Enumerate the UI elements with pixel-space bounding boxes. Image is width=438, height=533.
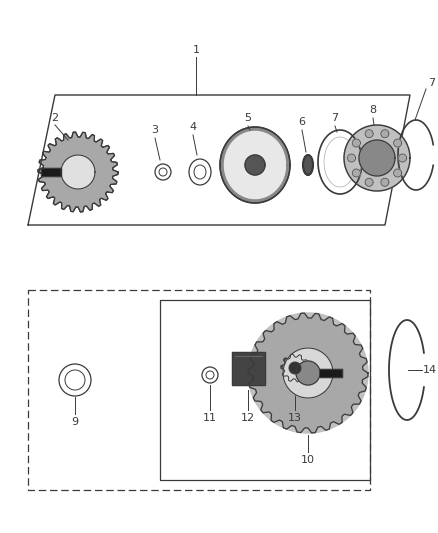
Text: 5: 5 (244, 113, 251, 123)
Polygon shape (245, 155, 265, 175)
Polygon shape (220, 127, 290, 203)
Polygon shape (381, 178, 389, 186)
Polygon shape (248, 313, 368, 433)
Text: 4: 4 (190, 122, 197, 132)
Polygon shape (347, 154, 356, 162)
Polygon shape (359, 140, 395, 176)
Polygon shape (283, 348, 333, 398)
Polygon shape (394, 139, 402, 147)
Polygon shape (352, 139, 360, 147)
Polygon shape (365, 130, 373, 138)
Polygon shape (399, 154, 406, 162)
Text: 9: 9 (71, 417, 78, 427)
Ellipse shape (303, 155, 313, 175)
Text: 11: 11 (203, 413, 217, 423)
Text: 1: 1 (192, 45, 199, 55)
Text: 7: 7 (332, 113, 339, 123)
Text: 2: 2 (51, 113, 59, 123)
Ellipse shape (289, 362, 301, 374)
Text: 13: 13 (288, 413, 302, 423)
Polygon shape (320, 369, 342, 377)
Polygon shape (344, 125, 410, 191)
Text: 8: 8 (369, 105, 377, 115)
Text: 12: 12 (241, 413, 255, 423)
Polygon shape (41, 168, 61, 176)
Text: 6: 6 (299, 117, 305, 127)
Text: 3: 3 (152, 125, 159, 135)
Polygon shape (248, 313, 368, 433)
Text: 10: 10 (301, 455, 315, 465)
Polygon shape (38, 132, 118, 212)
Polygon shape (365, 178, 373, 186)
Polygon shape (61, 155, 95, 189)
Polygon shape (381, 130, 389, 138)
Polygon shape (296, 361, 320, 385)
Polygon shape (394, 169, 402, 177)
Text: 14: 14 (423, 365, 437, 375)
Text: 7: 7 (428, 78, 435, 88)
Polygon shape (232, 352, 265, 385)
Polygon shape (352, 169, 360, 177)
Polygon shape (43, 137, 113, 207)
Polygon shape (281, 354, 309, 382)
